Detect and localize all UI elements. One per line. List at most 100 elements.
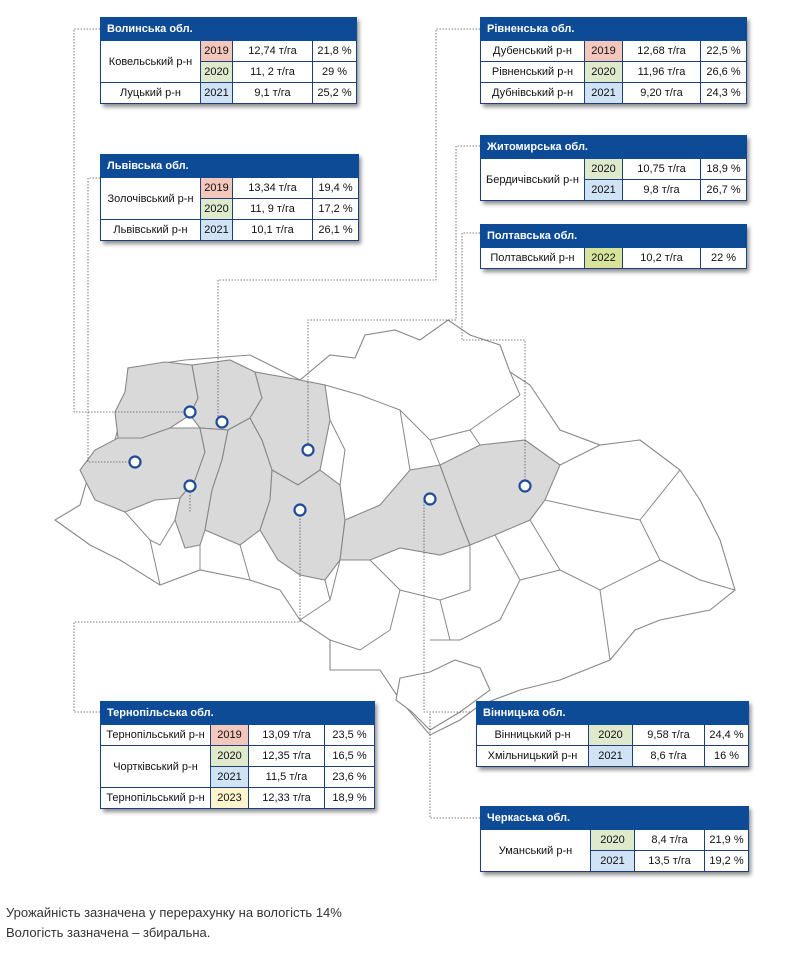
year-cell: 2021	[200, 219, 233, 241]
yield-cell: 13,09 т/га	[248, 724, 325, 746]
district-name: Тернопільський р-н	[100, 724, 211, 746]
yield-cell: 12,74 т/га	[231, 40, 314, 62]
district-name: Дубнівський р-н	[480, 82, 585, 104]
footnote-moisture: Вологість зазначена – збиральна.	[6, 925, 211, 940]
yield-cell: 12,33 т/га	[248, 787, 325, 809]
location-markers	[128, 405, 532, 517]
marker-kovel	[183, 405, 197, 419]
marker-berdychiv	[301, 443, 315, 457]
card-lviv: Львівська обл. Золочівський р-н 2019 13,…	[100, 154, 359, 241]
card-cherkasy: Черкаська обл. Уманський р-н 2020 8,4 т/…	[480, 806, 749, 872]
leader-lines	[73, 28, 526, 819]
year-cell: 2020	[588, 724, 633, 746]
year-cell: 2019	[200, 177, 233, 199]
card-zhytomyr: Житомирська обл. Бердичівський р-н 2020 …	[479, 135, 748, 201]
moisture-cell: 26,1 %	[312, 219, 359, 241]
year-cell: 2022	[584, 247, 623, 269]
card-title: Рівненська обл.	[480, 17, 701, 41]
year-cell: 2021	[588, 745, 633, 767]
marker-ternopil	[183, 479, 197, 493]
marker-uman	[423, 492, 437, 506]
yield-cell: 12,68 т/га	[622, 40, 701, 62]
yield-cell: 10,1 т/га	[232, 219, 313, 241]
yield-cell: 11,5 т/га	[248, 766, 325, 788]
year-cell: 2019	[210, 724, 249, 746]
yield-cell: 8,4 т/га	[634, 829, 705, 851]
year-cell: 2020	[584, 158, 623, 180]
card-title: Житомирська обл.	[479, 135, 702, 159]
year-cell: 2019	[200, 40, 233, 62]
card-volyn: Волинська обл. Ковельський р-н 2019 12,7…	[99, 17, 358, 104]
yield-cell: 9,8 т/га	[621, 179, 702, 201]
district-name: Вінницький р-н	[476, 724, 589, 746]
moisture-cell: 18,9 %	[700, 158, 748, 180]
year-cell: 2020	[210, 745, 249, 767]
moisture-cell: 29 %	[312, 61, 358, 83]
marker-poltava	[518, 479, 532, 493]
moisture-cell: 21,9 %	[704, 829, 749, 851]
moisture-cell: 18,9 %	[324, 787, 375, 809]
year-cell: 2020	[584, 61, 623, 83]
card-title: Вінницька обл.	[475, 701, 706, 725]
yield-cell: 9,20 т/га	[622, 82, 701, 104]
year-cell: 2020	[590, 829, 635, 851]
district-name: Уманський р-н	[480, 829, 591, 872]
year-cell: 2023	[210, 787, 249, 809]
year-cell: 2021	[590, 850, 635, 872]
card-title: Полтавська обл.	[479, 224, 702, 248]
region-borders	[124, 371, 736, 661]
year-cell: 2021	[584, 82, 623, 104]
yield-cell: 10,2 т/га	[621, 247, 702, 269]
highlighted-regions	[79, 359, 561, 581]
year-cell: 2021	[584, 179, 623, 201]
year-cell: 2020	[200, 198, 233, 220]
moisture-cell: 16 %	[704, 745, 750, 767]
moisture-cell: 21,8 %	[312, 40, 358, 62]
moisture-cell: 23,6 %	[324, 766, 375, 788]
moisture-cell: 24,3 %	[700, 82, 747, 104]
moisture-cell: 16,5 %	[324, 745, 375, 767]
district-name: Рівненський р-н	[480, 61, 585, 83]
moisture-cell: 23,5 %	[324, 724, 375, 746]
yield-cell: 9,1 т/га	[231, 82, 314, 104]
district-name: Ковельський р-н	[100, 40, 201, 83]
moisture-cell: 22,5 %	[700, 40, 747, 62]
moisture-cell: 17,2 %	[312, 198, 359, 220]
yield-cell: 10,75 т/га	[621, 158, 702, 180]
yield-cell: 11, 2 т/га	[231, 61, 314, 83]
yield-cell: 13,5 т/га	[634, 850, 705, 872]
yield-cell: 11, 9 т/га	[232, 198, 313, 220]
moisture-cell: 26,7 %	[700, 179, 748, 201]
year-cell: 2019	[584, 40, 623, 62]
district-name: Полтавський р-н	[480, 247, 585, 269]
yield-cell: 9,58 т/га	[631, 724, 706, 746]
district-name: Золочівський р-н	[100, 177, 201, 220]
card-title: Тернопільська обл.	[100, 701, 325, 725]
moisture-cell: 26,6 %	[700, 61, 747, 83]
card-title: Черкаська обл.	[480, 806, 705, 830]
marker-vinnytsia	[293, 503, 307, 517]
marker-lviv	[128, 455, 142, 469]
district-name: Бердичівський р-н	[480, 158, 585, 201]
moisture-cell: 24,4 %	[704, 724, 750, 746]
year-cell: 2021	[210, 766, 249, 788]
card-title: Волинська обл.	[99, 17, 314, 41]
yield-cell: 13,34 т/га	[232, 177, 313, 199]
footnote-yield: Урожайність зазначена у перерахунку на в…	[6, 905, 342, 920]
district-name: Чортківський р-н	[100, 745, 211, 788]
district-name: Луцький р-н	[100, 82, 201, 104]
card-vinnytsia: Вінницька обл. Вінницький р-н 2020 9,58 …	[475, 701, 750, 767]
card-rivne: Рівненська обл. Дубенський р-н 2019 12,6…	[480, 17, 747, 104]
yield-cell: 11,96 т/га	[622, 61, 701, 83]
district-name: Тернопільський р-н	[100, 787, 211, 809]
moisture-cell: 22 %	[700, 247, 748, 269]
moisture-cell: 25,2 %	[312, 82, 358, 104]
marker-dubno	[215, 415, 229, 429]
year-cell: 2021	[200, 82, 233, 104]
card-title: Львівська обл.	[100, 154, 313, 178]
moisture-cell: 19,2 %	[704, 850, 749, 872]
district-name: Львівський р-н	[100, 219, 201, 241]
year-cell: 2020	[200, 61, 233, 83]
yield-cell: 12,35 т/га	[248, 745, 325, 767]
